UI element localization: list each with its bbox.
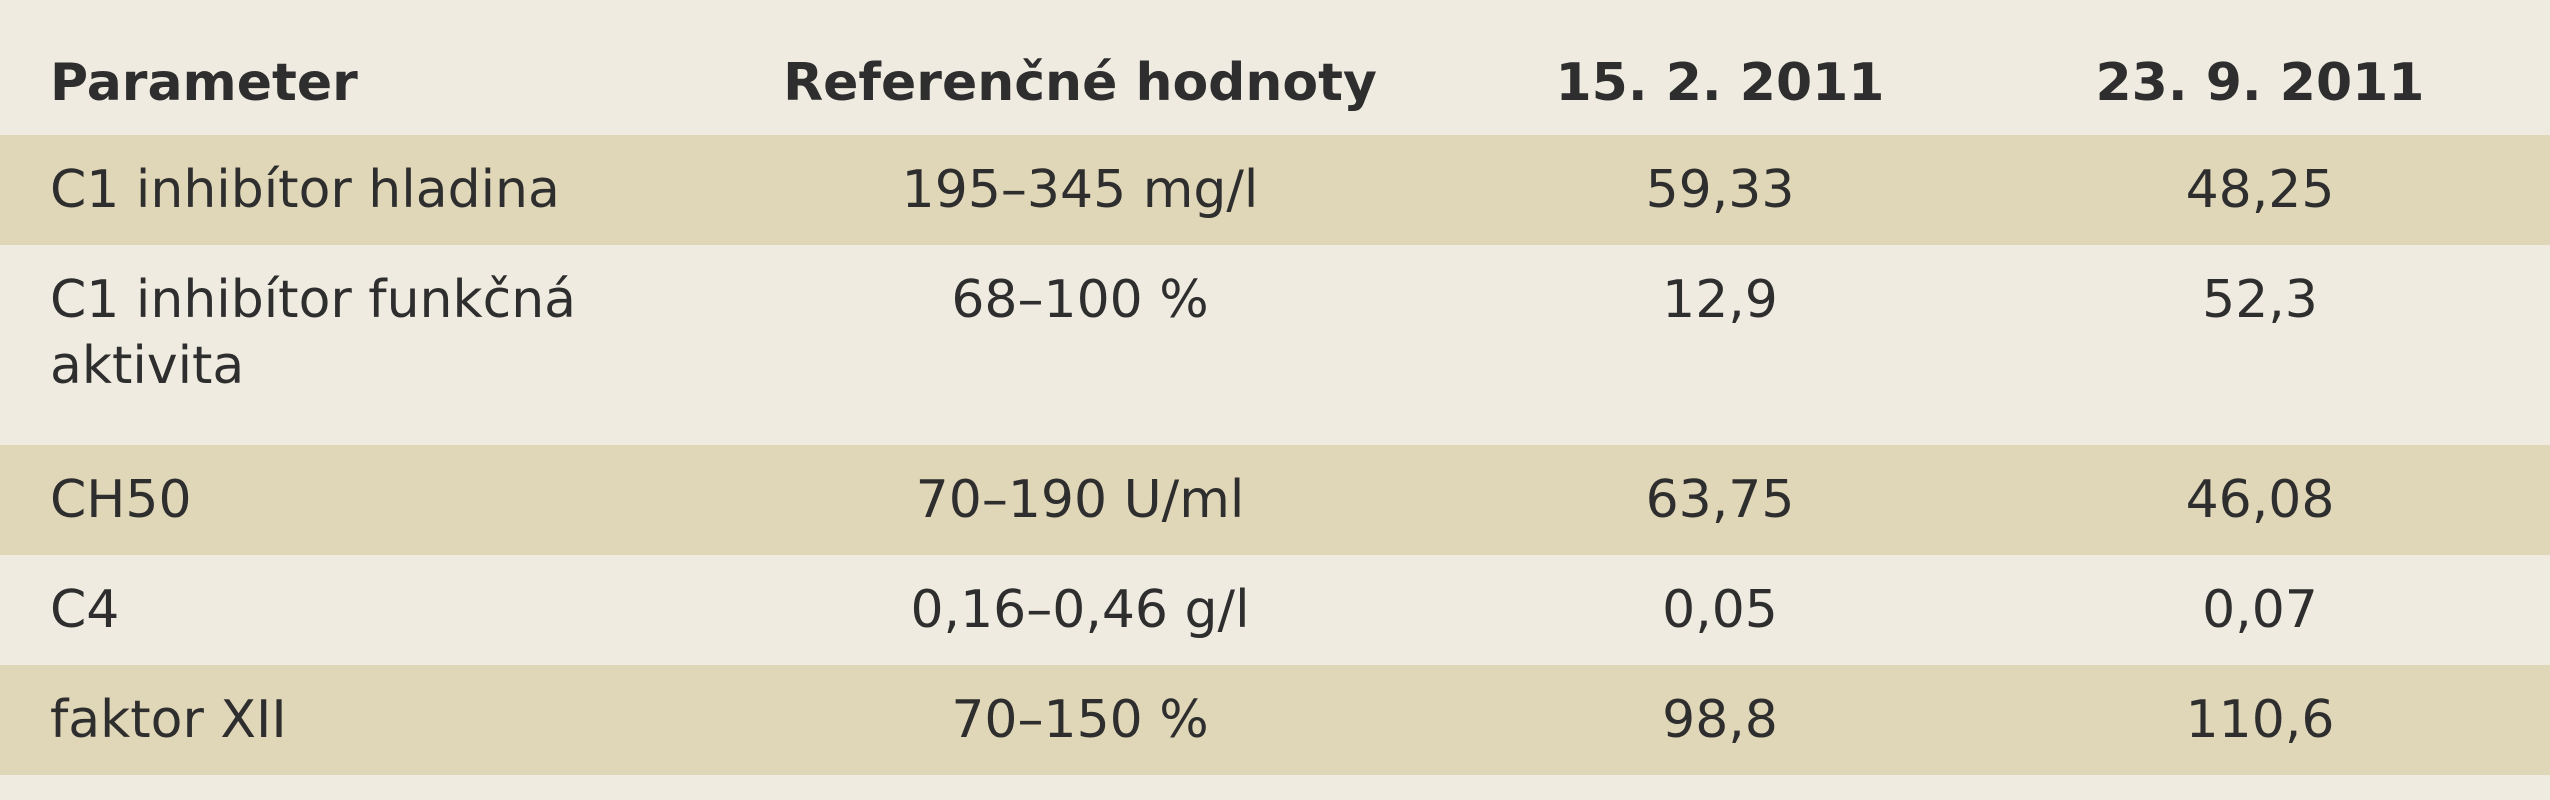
table-cell: 98,8: [1662, 690, 1778, 750]
header-cell: Parameter: [50, 53, 358, 113]
table-cell: 46,08: [2185, 470, 2335, 530]
header-cell: Referenčné hodnoty: [783, 53, 1377, 113]
table-cell: 70–150 %: [951, 690, 1209, 750]
table-cell: 48,25: [2185, 160, 2335, 220]
table-cell: 110,6: [2185, 690, 2335, 750]
table-cell: C1 inhibítor funkčná aktivita: [50, 270, 577, 396]
table-row: C1 inhibítor hladina 195–345 mg/l 59,33 48,…: [0, 135, 2550, 245]
table-cell: C4: [50, 580, 120, 640]
table-cell: 63,75: [1645, 470, 1795, 530]
header-cell: 15. 2. 2011: [1555, 53, 1885, 113]
table-cell: 12,9: [1662, 270, 1778, 330]
table-row: C4 0,16–0,46 g/l 0,05 0,07: [0, 555, 2550, 665]
table-cell: C1 inhibítor hladina: [50, 160, 560, 220]
table-cell: CH50: [50, 470, 192, 530]
table-cell: 68–100 %: [951, 270, 1209, 330]
table-cell: 52,3: [2202, 270, 2318, 330]
header-cell: 23. 9. 2011: [2095, 53, 2425, 113]
table-cell: 0,05: [1662, 580, 1778, 640]
header-row: Parameter Referenčné hodnoty 15. 2. 2011…: [0, 0, 2550, 135]
table-cell: faktor XII: [50, 690, 287, 750]
table-cell: 0,16–0,46 g/l: [910, 580, 1250, 640]
table-row: C1 inhibítor funkčná aktivita 68–100 % 12,…: [0, 245, 2550, 445]
table-row: CH50 70–190 U/ml 63,75 46,08: [0, 445, 2550, 555]
table-cell: 70–190 U/ml: [915, 470, 1245, 530]
table-cell: 0,07: [2202, 580, 2318, 640]
table-row: faktor XII 70–150 % 98,8 110,6: [0, 665, 2550, 775]
table-cell: 59,33: [1645, 160, 1795, 220]
table-cell: 195–345 mg/l: [901, 160, 1259, 220]
